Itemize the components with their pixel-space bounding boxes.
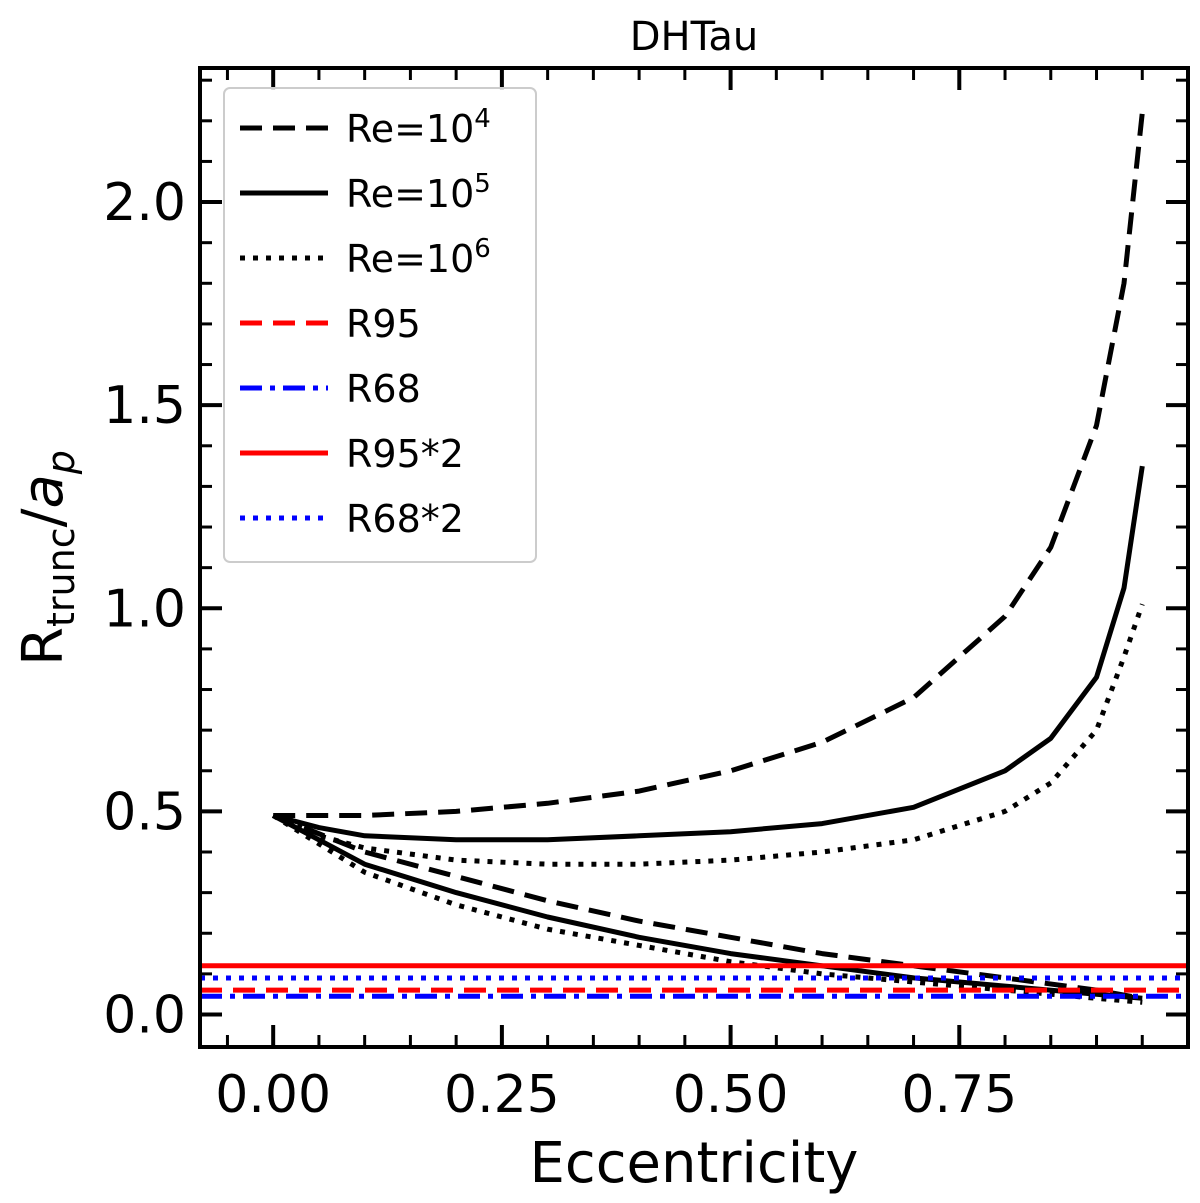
x-tick-label: 0.25: [444, 1065, 560, 1125]
y-axis-label: Rtrunc/ap: [11, 450, 83, 666]
legend-label-re5: Re=105: [346, 169, 491, 216]
y-tick-label: 2.0: [103, 173, 186, 233]
y-axis-label-main: R: [11, 627, 76, 666]
ticks-layer: 0.00 0.25 0.50 0.75 0.0 0.5 1.0 1.5 2.0: [103, 68, 1188, 1125]
y-axis-label-sub: trunc: [39, 527, 83, 627]
series-re5-lower: [272, 813, 1143, 1001]
y-tick-label: 1.5: [103, 376, 186, 436]
legend-label-r95: R95: [346, 302, 421, 346]
x-axis-label: Eccentricity: [530, 1131, 859, 1196]
x-tick-label: 0.50: [673, 1065, 789, 1125]
series-re6-lower: [271, 813, 1143, 1005]
x-tick-label: 0.75: [901, 1065, 1017, 1125]
series-re6-upper: [272, 603, 1145, 867]
chart-title: DHTau: [630, 14, 759, 60]
plot-frame: [198, 66, 1190, 1049]
legend-label-r95x2: R95*2: [346, 432, 464, 476]
legend-label-r68x2: R68*2: [346, 497, 464, 541]
y-axis-label-a: a: [11, 474, 76, 508]
series-layer: [200, 112, 1188, 1005]
y-tick-label: 1.0: [103, 579, 186, 639]
legend-items: Re=104 Re=105 Re=106 R95 R68 R95*2 R68*2: [240, 104, 491, 541]
y-tick-label: 0.5: [103, 782, 186, 842]
y-axis-label-slash: /: [11, 508, 76, 527]
series-re4-lower: [272, 813, 1143, 1001]
legend-label-re6: Re=106: [346, 234, 491, 281]
legend-label-r68: R68: [346, 367, 421, 411]
legend-box: [223, 87, 537, 563]
y-tick-label: 0.0: [103, 986, 186, 1046]
legend-label-re4: Re=104: [346, 104, 491, 151]
legend: Re=104 Re=105 Re=106 R95 R68 R95*2 R68*2: [223, 87, 537, 563]
y-axis-label-asub: p: [39, 450, 83, 475]
series-re5-upper: [272, 465, 1145, 843]
x-tick-label: 0.00: [215, 1065, 331, 1125]
series-re4-upper: [273, 112, 1145, 818]
